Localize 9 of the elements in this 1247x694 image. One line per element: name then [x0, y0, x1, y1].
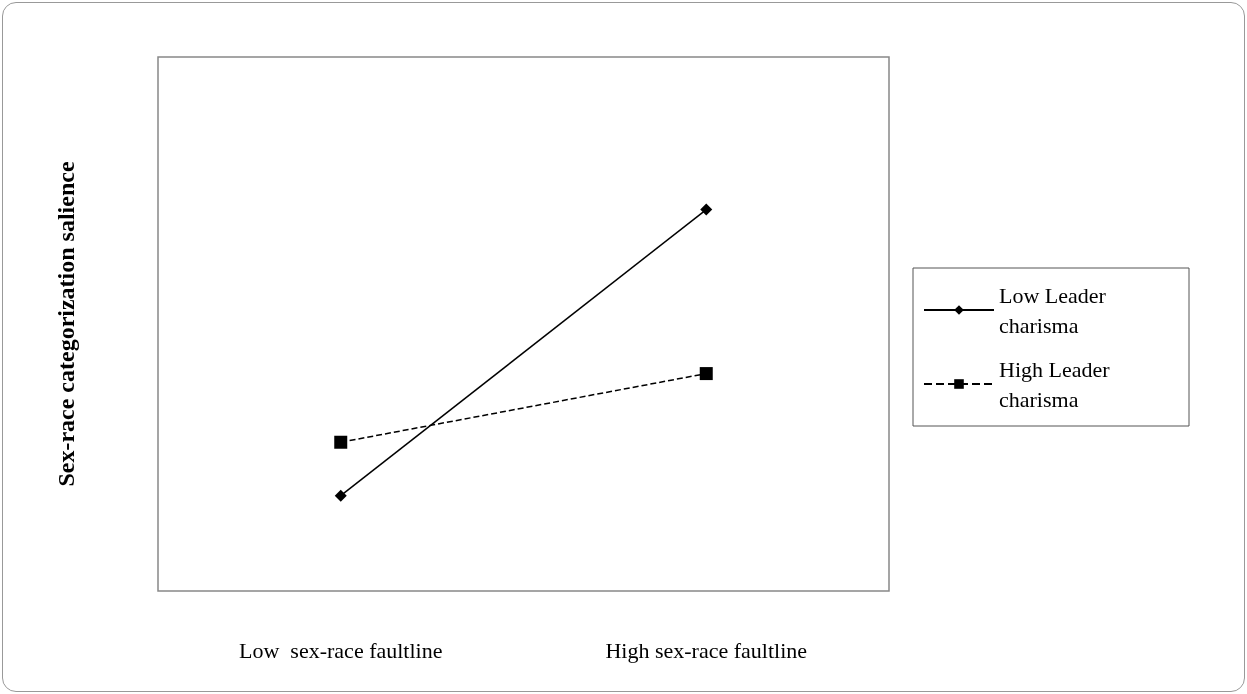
- y-axis-title: Sex-race categorization salience: [53, 161, 79, 487]
- point: [700, 203, 713, 216]
- point: [334, 489, 347, 502]
- x-tick-label: High sex-race faultline: [605, 637, 808, 663]
- point: [334, 435, 348, 449]
- legend-label: High Leader charisma: [999, 356, 1116, 412]
- x-tick-label: Low sex-race faultline: [239, 637, 443, 663]
- legend-label: Low Leader charisma: [999, 282, 1112, 338]
- point: [699, 367, 713, 381]
